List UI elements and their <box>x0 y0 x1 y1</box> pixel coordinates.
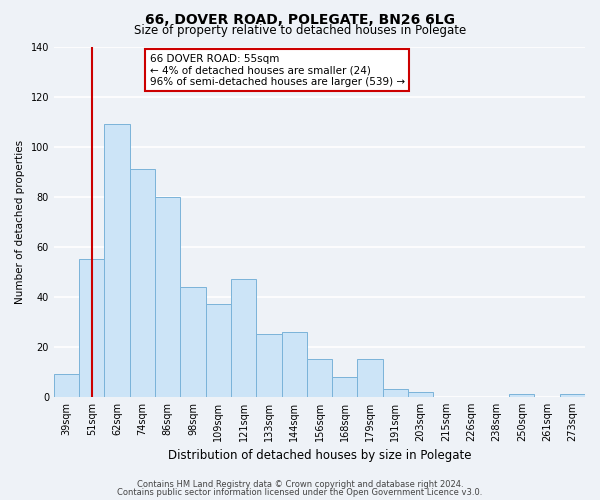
Text: Size of property relative to detached houses in Polegate: Size of property relative to detached ho… <box>134 24 466 37</box>
Text: Contains public sector information licensed under the Open Government Licence v3: Contains public sector information licen… <box>118 488 482 497</box>
Bar <box>281 332 307 397</box>
Bar <box>509 394 535 397</box>
Y-axis label: Number of detached properties: Number of detached properties <box>15 140 25 304</box>
Bar <box>206 304 231 397</box>
Bar <box>54 374 79 397</box>
Bar <box>560 394 585 397</box>
Bar <box>79 260 104 397</box>
Bar <box>104 124 130 397</box>
Bar <box>181 287 206 397</box>
Bar <box>358 360 383 397</box>
Bar <box>307 360 332 397</box>
Text: 66 DOVER ROAD: 55sqm
← 4% of detached houses are smaller (24)
96% of semi-detach: 66 DOVER ROAD: 55sqm ← 4% of detached ho… <box>149 54 404 86</box>
Text: Contains HM Land Registry data © Crown copyright and database right 2024.: Contains HM Land Registry data © Crown c… <box>137 480 463 489</box>
Bar <box>231 280 256 397</box>
Bar <box>408 392 433 397</box>
Bar <box>383 390 408 397</box>
Text: 66, DOVER ROAD, POLEGATE, BN26 6LG: 66, DOVER ROAD, POLEGATE, BN26 6LG <box>145 12 455 26</box>
Bar <box>130 169 155 397</box>
Bar <box>332 377 358 397</box>
Bar <box>256 334 281 397</box>
Bar <box>155 196 181 397</box>
X-axis label: Distribution of detached houses by size in Polegate: Distribution of detached houses by size … <box>168 450 471 462</box>
